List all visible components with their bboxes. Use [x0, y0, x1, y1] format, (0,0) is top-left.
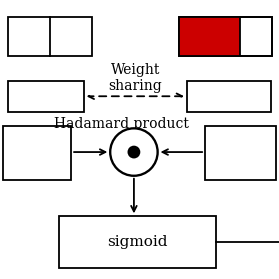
- Bar: [8, 17, 92, 56]
- Bar: [59, 216, 216, 268]
- Circle shape: [110, 128, 158, 176]
- Text: Hadamard product: Hadamard product: [54, 117, 189, 131]
- Bar: [8, 81, 84, 112]
- Bar: [179, 17, 272, 56]
- Bar: [179, 17, 272, 56]
- Bar: [187, 81, 271, 112]
- Bar: [3, 126, 71, 180]
- Text: Weight
sharing: Weight sharing: [109, 63, 162, 93]
- Bar: [179, 17, 240, 56]
- Bar: [205, 126, 276, 180]
- Circle shape: [128, 146, 140, 158]
- Text: sigmoid: sigmoid: [107, 235, 168, 249]
